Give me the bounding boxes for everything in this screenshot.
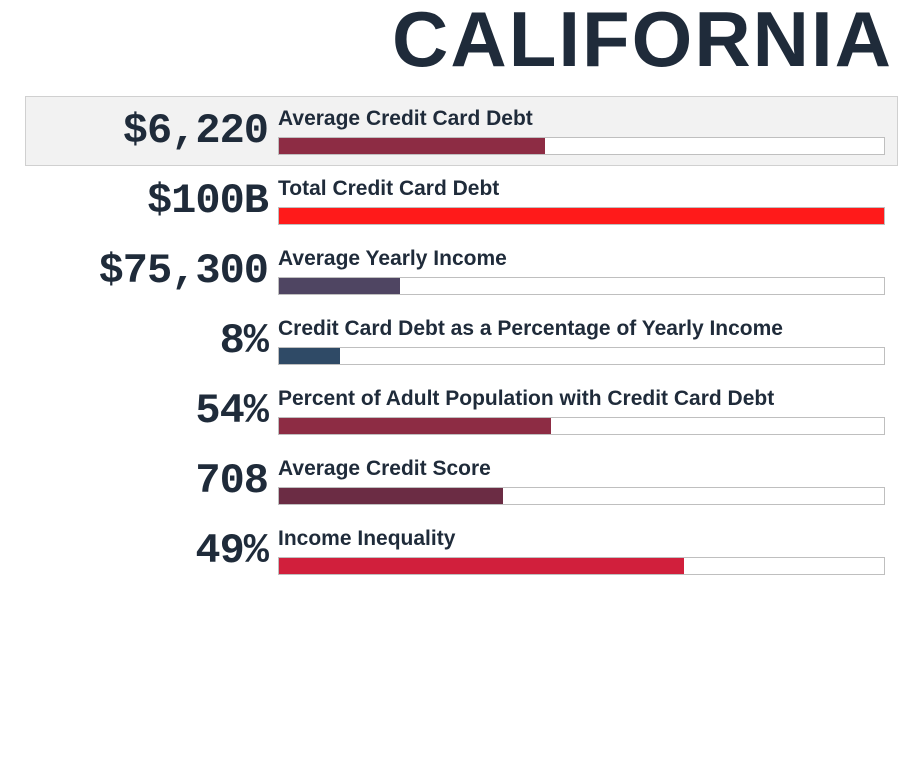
metric-detail: Average Credit Score [278,457,885,505]
bar-fill [279,278,400,294]
metric-detail: Income Inequality [278,527,885,575]
metric-detail: Credit Card Debt as a Percentage of Year… [278,317,885,365]
metric-row-avg-cc-debt: $6,220 Average Credit Card Debt [25,96,898,166]
metric-label: Income Inequality [278,527,885,551]
metric-value: 708 [38,457,268,505]
metric-value: $75,300 [38,247,268,295]
bar-fill [279,348,340,364]
page-title: CALIFORNIA [0,0,923,78]
metric-row-avg-credit-score: 708 Average Credit Score [25,446,898,516]
metric-label: Credit Card Debt as a Percentage of Year… [278,317,885,341]
metric-detail: Percent of Adult Population with Credit … [278,387,885,435]
metric-label: Percent of Adult Population with Credit … [278,387,885,411]
metric-row-pct-adult-with-debt: 54% Percent of Adult Population with Cred… [25,376,898,446]
bar-track [278,207,885,225]
metric-row-avg-yearly-income: $75,300 Average Yearly Income [25,236,898,306]
bar-fill [279,208,884,224]
bar-fill [279,418,551,434]
metric-row-cc-debt-pct-income: 8% Credit Card Debt as a Percentage of Ye… [25,306,898,376]
metric-detail: Total Credit Card Debt [278,177,885,225]
metric-value: $100B [38,177,268,225]
bar-fill [279,488,503,504]
metric-value: 54% [38,387,268,435]
metrics-list: $6,220 Average Credit Card Debt $100B Total… [0,96,923,606]
metric-detail: Average Credit Card Debt [278,107,885,155]
metric-label: Total Credit Card Debt [278,177,885,201]
bar-track [278,417,885,435]
metric-value: $6,220 [38,107,268,155]
bar-fill [279,558,684,574]
metric-detail: Average Yearly Income [278,247,885,295]
bar-track [278,487,885,505]
metric-value: 8% [38,317,268,365]
bar-track [278,557,885,575]
bar-track [278,347,885,365]
metric-label: Average Yearly Income [278,247,885,271]
metric-row-income-inequality: 49% Income Inequality [25,516,898,586]
metric-label: Average Credit Score [278,457,885,481]
metric-value: 49% [38,527,268,575]
bar-track [278,277,885,295]
metric-label: Average Credit Card Debt [278,107,885,131]
bar-fill [279,138,545,154]
bar-track [278,137,885,155]
metric-row-total-cc-debt: $100B Total Credit Card Debt [25,166,898,236]
